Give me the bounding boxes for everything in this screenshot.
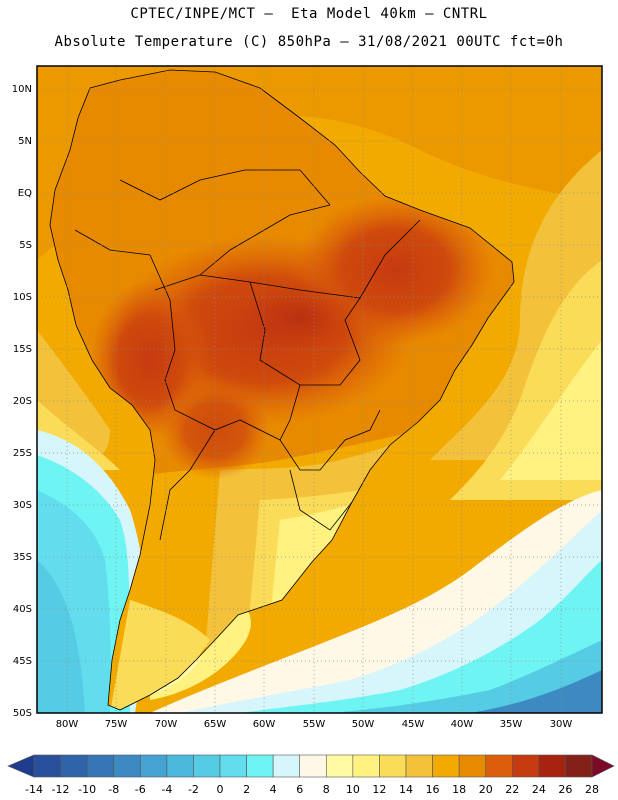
lat-label: 25S <box>13 448 32 459</box>
lon-label: 55W <box>303 719 326 730</box>
colorbar-ticks: -14 -12 -10 -8 -6 -4 -2 0 2 4 6 8 10 12 14 16 18 20 22 24 26… <box>25 783 599 796</box>
latitude-axis: 10N 5N EQ 5S 10S 15S 20S 25S 30S 35S 40S… <box>12 84 32 719</box>
lat-label: 5N <box>18 136 32 147</box>
colorbar-cell <box>458 754 487 778</box>
colorbar-cell <box>485 754 513 778</box>
lon-label: 35W <box>500 719 523 730</box>
colorbar-cell <box>325 754 354 778</box>
colorbar-cell <box>405 754 433 778</box>
colorbar-cell <box>193 754 221 778</box>
map-title: CPTEC/INPE/MCT – Eta Model 40km – CNTRL <box>130 6 488 22</box>
lat-label: 45S <box>13 656 32 667</box>
colorbar-cell <box>60 754 88 778</box>
colorbar-cell <box>565 754 593 778</box>
colorbar-tick-label: 2 <box>243 783 250 796</box>
lat-label: 10S <box>13 292 32 303</box>
lon-label: 80W <box>56 719 79 730</box>
colorbar-cell <box>299 754 327 778</box>
colorbar-tick-label: -6 <box>135 783 146 796</box>
colorbar-cell <box>379 754 407 778</box>
lat-label: 30S <box>13 500 32 511</box>
map-frame <box>36 65 603 714</box>
colorbar-cell <box>272 754 301 778</box>
colorbar-tick-label: 12 <box>372 783 386 796</box>
colorbar-tick-label: -8 <box>108 783 119 796</box>
lat-label: 40S <box>13 604 32 615</box>
lon-label: 40W <box>451 719 474 730</box>
colorbar-cell <box>139 754 168 778</box>
lat-label: 5S <box>19 240 32 251</box>
colorbar-cell <box>166 754 194 778</box>
colorbar-cell <box>86 754 115 778</box>
lat-label: 15S <box>13 344 32 355</box>
colorbar-cell <box>113 754 141 778</box>
lat-label: 20S <box>13 396 32 407</box>
colorbar-tick-label: 28 <box>585 783 599 796</box>
longitude-axis: 80W 75W 70W 65W 60W 55W 50W 45W 40W 35W … <box>56 719 573 730</box>
colorbar-cells <box>7 754 615 778</box>
colorbar-tick-label: -14 <box>25 783 43 796</box>
colorbar-tick-label: -2 <box>188 783 199 796</box>
lon-label: 75W <box>105 719 128 730</box>
lat-label: EQ <box>18 188 32 199</box>
colorbar-tick-label: 20 <box>479 783 493 796</box>
lon-label: 60W <box>253 719 276 730</box>
colorbar-cell <box>511 754 540 778</box>
colorbar-tick-label: -10 <box>78 783 96 796</box>
colorbar-cell <box>432 754 460 778</box>
colorbar-cell <box>538 754 566 778</box>
colorbar-tick-label: 10 <box>346 783 360 796</box>
colorbar-tick-label: 4 <box>270 783 277 796</box>
colorbar-tick-label: 14 <box>399 783 413 796</box>
lon-label: 30W <box>550 719 573 730</box>
lon-label: 45W <box>402 719 425 730</box>
colorbar-tick-label: 26 <box>558 783 572 796</box>
lat-label: 50S <box>13 708 32 719</box>
colorbar: -14 -12 -10 -8 -6 -4 -2 0 2 4 6 8 10 12 14 16 18 20 22 24 26… <box>7 754 615 796</box>
lat-label: 35S <box>13 552 32 563</box>
colorbar-tick-label: -12 <box>52 783 70 796</box>
colorbar-tick-label: 6 <box>296 783 303 796</box>
colorbar-cell <box>246 754 274 778</box>
map-subtitle: Absolute Temperature (C) 850hPa – 31/08/… <box>54 34 564 50</box>
colorbar-tick-label: 22 <box>505 783 519 796</box>
colorbar-arrow-low <box>7 754 35 778</box>
colorbar-tick-label: 18 <box>452 783 466 796</box>
colorbar-tick-label: 24 <box>532 783 546 796</box>
colorbar-cell <box>352 754 380 778</box>
lon-label: 50W <box>352 719 375 730</box>
colorbar-tick-label: 16 <box>426 783 440 796</box>
lon-label: 65W <box>204 719 227 730</box>
colorbar-arrow-high <box>591 754 615 778</box>
colorbar-tick-label: -4 <box>161 783 172 796</box>
colorbar-cell <box>219 754 247 778</box>
lon-label: 70W <box>155 719 178 730</box>
lat-label: 10N <box>12 84 32 95</box>
colorbar-cell <box>33 754 61 778</box>
colorbar-tick-label: 8 <box>323 783 330 796</box>
colorbar-tick-label: 0 <box>217 783 224 796</box>
